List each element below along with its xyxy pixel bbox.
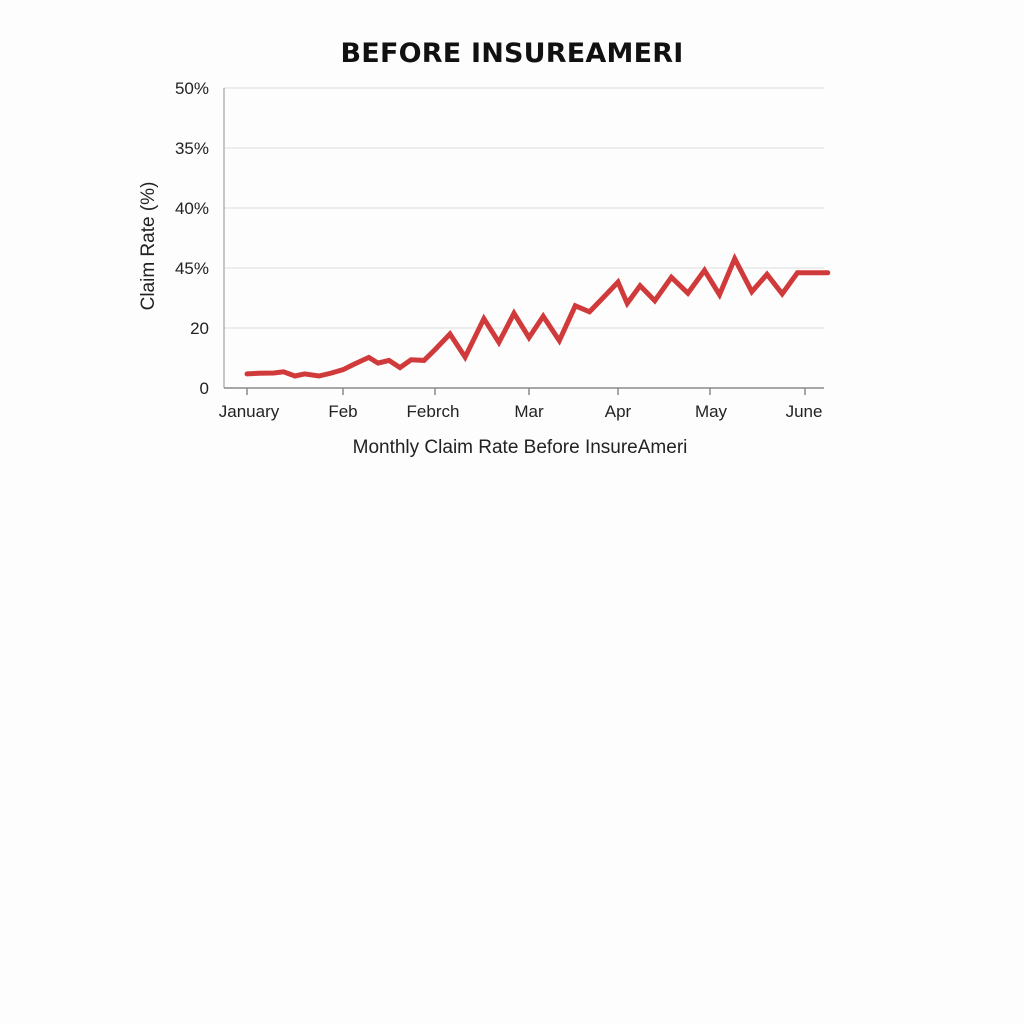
y-tick-label: 0: [200, 379, 209, 398]
y-tick-label: 50%: [175, 79, 209, 98]
y-tick-labels: 0 20 45% 40% 35% 50%: [175, 79, 209, 398]
y-tick-label: 20: [190, 319, 209, 338]
x-tick-label: Febrch: [407, 402, 460, 421]
x-axis-title: Monthly Claim Rate Before InsureAmeri: [353, 437, 688, 458]
x-tick-label: Feb: [328, 402, 357, 421]
x-ticks: [246, 388, 806, 395]
x-tick-label: Mar: [514, 402, 544, 421]
x-tick-label: January: [219, 402, 280, 421]
line-chart: 0 20 45% 40% 35% 50% January Feb Febrch Mar Apr Ma…: [138, 79, 831, 458]
gridlines: [224, 87, 824, 329]
chart-title: BEFORE INSUREAMERI: [340, 38, 684, 69]
y-tick-label: 40%: [175, 199, 209, 218]
y-tick-label: 45%: [175, 259, 209, 278]
series-line: [244, 252, 831, 379]
y-axis-title: Claim Rate (%): [138, 182, 159, 311]
y-tick-label: 35%: [175, 139, 209, 158]
x-tick-labels: January Feb Febrch Mar Apr May June: [219, 402, 823, 421]
x-tick-label: June: [786, 402, 823, 421]
x-tick-label: May: [695, 402, 728, 421]
series-layer: [244, 252, 831, 379]
x-tick-label: Apr: [605, 402, 632, 421]
